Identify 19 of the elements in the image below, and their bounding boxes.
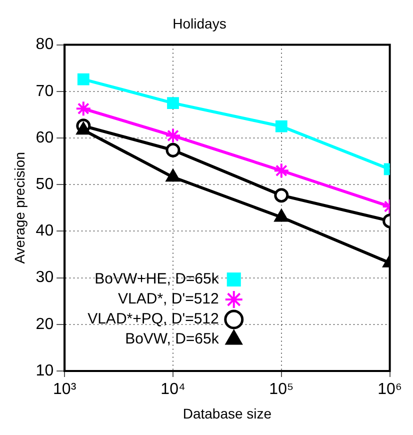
y-tick-label: 40 [36, 222, 54, 240]
x-axis-title: Database size [182, 405, 272, 422]
legend-label: BoVW+HE, D=65k [94, 270, 220, 288]
y-tick-label: 10 [36, 362, 54, 380]
legend-label: VLAD*, D'=512 [118, 290, 219, 308]
x-tick-label: 10⁶ [378, 381, 402, 398]
y-tick-label: 70 [36, 82, 54, 100]
chart-title: Holidays [172, 15, 226, 32]
y-tick-label: 60 [36, 129, 54, 146]
y-axis-title: Average precision [11, 152, 28, 264]
x-tick-label: 10⁴ [160, 381, 186, 398]
y-tick-label: 20 [36, 316, 54, 333]
legend-label: VLAD*+PQ, D'=512 [88, 310, 219, 328]
x-tick-label: 10⁵ [269, 381, 294, 398]
y-tick-label: 50 [36, 176, 54, 194]
y-tick-label: 80 [36, 36, 54, 54]
x-tick-label: 10³ [53, 381, 77, 398]
y-tick-label: 30 [36, 269, 54, 286]
legend-label: BoVW, D=65k [125, 330, 220, 348]
